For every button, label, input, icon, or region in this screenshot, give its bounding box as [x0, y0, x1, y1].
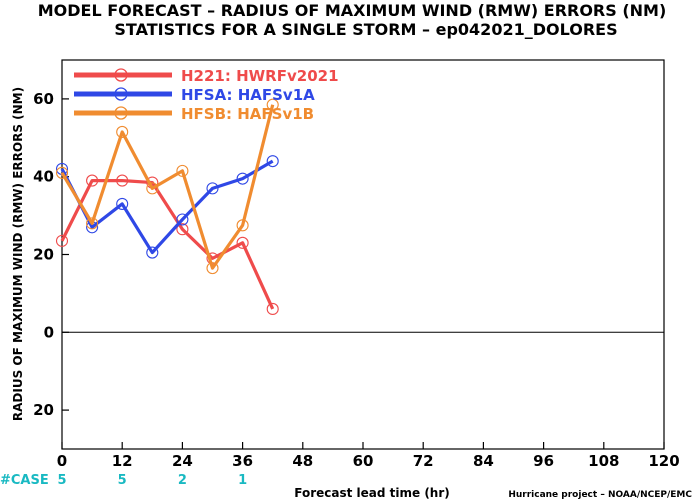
legend-label: HFSB: HAFSv1B: [181, 105, 314, 123]
legend-label: H221: HWRFv2021: [181, 67, 339, 85]
x-tick-label: 108: [588, 452, 619, 470]
data-point: [266, 302, 279, 316]
data-point: [55, 234, 69, 247]
x-tick-label: 84: [473, 452, 494, 470]
y-tick-label: 20: [33, 401, 54, 419]
data-point: [236, 219, 249, 232]
case-count-value: 5: [57, 473, 66, 488]
data-point: [176, 164, 189, 177]
data-point: [116, 197, 129, 210]
case-count-label: #CASE: [0, 473, 49, 488]
plot-frame: [61, 59, 665, 450]
case-count-value: 2: [178, 473, 187, 488]
x-tick-label: 36: [232, 452, 253, 470]
data-point: [86, 217, 99, 230]
data-point: [206, 262, 219, 275]
chart-subtitle: STATISTICS FOR A SINGLE STORM – ep042021…: [114, 20, 617, 39]
case-count-value: 5: [118, 473, 127, 488]
series-layer: [55, 98, 279, 316]
data-point: [176, 213, 189, 226]
x-tick-label: 72: [413, 452, 434, 470]
x-tick-label: 12: [112, 452, 133, 470]
data-point: [86, 174, 99, 187]
x-tick-label: 60: [353, 452, 374, 470]
data-point: [55, 166, 69, 179]
data-point: [146, 246, 159, 259]
data-point: [116, 125, 129, 139]
y-tick-label: 60: [33, 90, 54, 108]
x-tick-label: 24: [172, 452, 193, 470]
data-point: [116, 174, 129, 187]
legend-label: HFSA: HAFSv1A: [181, 86, 315, 104]
x-axis: 0 12 24 36 48 60 72 84 96 108 120: [57, 442, 680, 470]
chart-title: MODEL FORECAST – RADIUS OF MAXIMUM WIND …: [38, 1, 667, 20]
legend-marker: [114, 106, 128, 120]
data-point: [266, 155, 279, 168]
data-point: [236, 172, 249, 185]
y-axis-label: RADIUS OF MAXIMUM WIND (RMW) ERRORS (NM): [11, 87, 25, 421]
data-point: [176, 223, 189, 236]
series-line: [60, 104, 275, 270]
x-tick-label: 0: [57, 452, 67, 470]
x-tick-label: 96: [533, 452, 554, 470]
y-axis: 20 0 20 40 60: [33, 90, 69, 419]
x-axis-label: Forecast lead time (hr): [294, 486, 450, 500]
data-point: [266, 98, 279, 111]
series-line: [60, 178, 275, 310]
y-tick-label: 20: [33, 246, 54, 264]
case-count-row: 5 5 2 1: [57, 473, 247, 488]
x-tick-label: 120: [648, 452, 679, 470]
credit-text: Hurricane project – NOAA/NCEP/EMC: [508, 490, 692, 500]
legend-marker: [114, 68, 128, 82]
x-tick-label: 48: [292, 452, 313, 470]
data-point: [236, 236, 249, 249]
legend-marker: [114, 87, 128, 101]
y-tick-label: 40: [33, 168, 54, 186]
data-point: [206, 182, 219, 195]
y-tick-label: 0: [44, 323, 54, 341]
data-point: [146, 182, 159, 195]
case-count-value: 1: [238, 473, 247, 488]
